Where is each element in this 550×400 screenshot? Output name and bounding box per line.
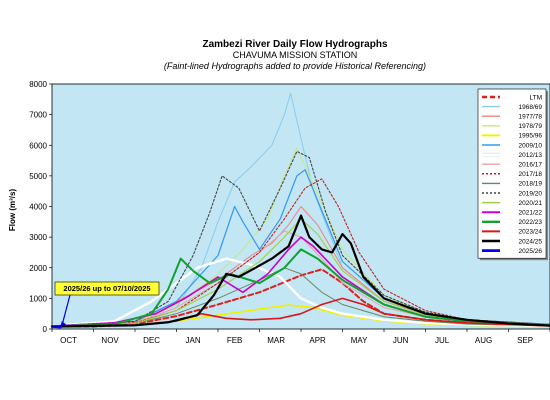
y-tick-label: 3000 (29, 233, 47, 242)
legend-label: 1968/69 (519, 104, 543, 111)
series-line-2019-20 (51, 150, 550, 327)
plot-frame (51, 83, 550, 330)
x-tick-label: MAY (351, 336, 368, 345)
legend-label: 1995/96 (519, 133, 543, 140)
x-tick-label: JUL (435, 336, 450, 345)
legend-label: 2009/10 (519, 142, 543, 149)
x-tick-label: MAR (267, 336, 285, 345)
y-tick-label: 1000 (29, 294, 47, 303)
x-tick-label: NOV (101, 336, 119, 345)
legend-label: 2023/24 (519, 229, 543, 236)
legend-label: 1977/78 (519, 114, 543, 121)
x-tick-label: FEB (227, 336, 243, 345)
legend-label: 2012/13 (519, 152, 543, 159)
x-tick-label: OCT (60, 336, 77, 345)
chart-subtitle: CHAVUMA MISSION STATION (233, 50, 358, 60)
legend-box (477, 88, 547, 259)
x-tick-label: JAN (186, 336, 201, 345)
series-line-2024-25 (50, 214, 550, 328)
legend-label: 1978/79 (519, 123, 543, 130)
legend-label: 2025/26 (519, 248, 543, 255)
chart-subtitle-2: (Faint-lined Hydrographs added to provid… (164, 61, 426, 71)
series-line-2025-26 (50, 325, 62, 329)
y-tick-label: 0 (43, 325, 48, 334)
x-tick-label: AUG (475, 336, 492, 345)
y-axis-label: Flow (m³/s) (8, 189, 17, 232)
x-tick-label: SEP (517, 336, 533, 345)
legend-label: 2019/20 (519, 190, 543, 197)
y-tick-label: 7000 (29, 111, 47, 120)
legend-label: 2024/25 (519, 238, 543, 245)
annotation: 2025/26 up to 07/10/2025 (54, 281, 160, 328)
legend-label: 2022/23 (519, 219, 543, 226)
legend: LTM 1968/69 1977/78 1978/79 1995/96 2009/10 20… (477, 88, 548, 261)
series-line-2017-18 (51, 178, 550, 327)
annotation-box (54, 281, 160, 296)
annotation-arrow-line (61, 294, 71, 325)
annotation-arrow-head (60, 321, 67, 328)
y-tick-label: 8000 (29, 80, 47, 89)
series-line-2018-19 (51, 267, 550, 327)
y-tick-label: 5000 (29, 172, 47, 181)
legend-label: 2017/18 (519, 171, 543, 178)
annotation-text: 2025/26 up to 07/10/2025 (63, 284, 150, 293)
x-tick-label: JUN (393, 336, 409, 345)
series-line-2012-13 (50, 257, 550, 328)
y-tick-label: 2000 (29, 264, 47, 273)
x-axis: OCT NOV DEC JAN FEB MAR APR MAY JUN JUL AUG SEP (51, 329, 550, 345)
series-line-2020-21 (51, 218, 550, 327)
chart-title: Zambezi River Daily Flow Hydrographs (202, 39, 387, 50)
series-lines (50, 92, 550, 329)
legend-label: LTM (529, 94, 542, 101)
x-tick-label: DEC (143, 336, 160, 345)
legend-label: 2018/19 (519, 181, 543, 188)
series-line-2022-23 (51, 248, 550, 328)
legend-label: 2020/21 (519, 200, 543, 207)
legend-label: 2021/22 (519, 210, 543, 217)
legend-label: 2016/17 (519, 162, 543, 169)
y-tick-label: 4000 (29, 203, 47, 212)
y-axis: 0 1000 2000 3000 4000 5000 6000 7000 8000 (29, 80, 52, 334)
x-tick-label: APR (309, 336, 326, 345)
y-tick-label: 6000 (29, 141, 47, 150)
